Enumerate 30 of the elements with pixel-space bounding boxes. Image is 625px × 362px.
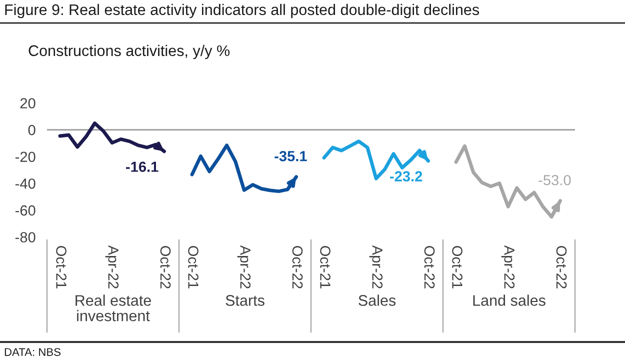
x-tick-label: Apr-22 [105,245,119,288]
x-axis-title: Real estate investment [76,294,151,322]
y-tick-label: -40 [15,178,36,189]
x-tick-label: Oct-21 [320,246,330,288]
data-label: -53.0 [538,174,571,186]
y-tick-label: 20 [20,98,36,108]
x-tick-label: Oct-22 [292,246,303,288]
x-tick-label: Oct-22 [424,246,435,288]
data-label: -23.2 [390,171,422,182]
x-tick-label: Apr-22 [369,245,383,288]
y-tick-label: 0 [28,124,36,136]
data-label: -16.1 [126,162,158,172]
x-tick-label: Oct-21 [452,246,462,288]
x-axis-title: Starts [226,295,264,306]
x-tick-label: Oct-21 [188,246,198,288]
x-tick-label: Apr-22 [237,245,251,288]
x-tick-label: Apr-22 [501,245,515,288]
x-tick-label: Oct-21 [56,246,66,288]
x-axis-title: Sales [358,294,396,306]
chart-subtitle: Constructions activities, y/y % [28,44,230,60]
line-series [58,122,166,154]
x-axis-title: Land sales [473,294,546,306]
text: DATA: NBS [4,348,61,356]
x-tick-label: Oct-22 [160,246,171,288]
text: Figure 9: Real estate activity indicators all posted double-digit declines [5,4,480,18]
y-tick-label: -20 [15,152,36,162]
y-tick-label: -80 [15,232,36,242]
y-tick-label: -60 [15,205,36,216]
data-label: -35.1 [274,150,307,162]
x-tick-label: Oct-22 [556,246,567,288]
